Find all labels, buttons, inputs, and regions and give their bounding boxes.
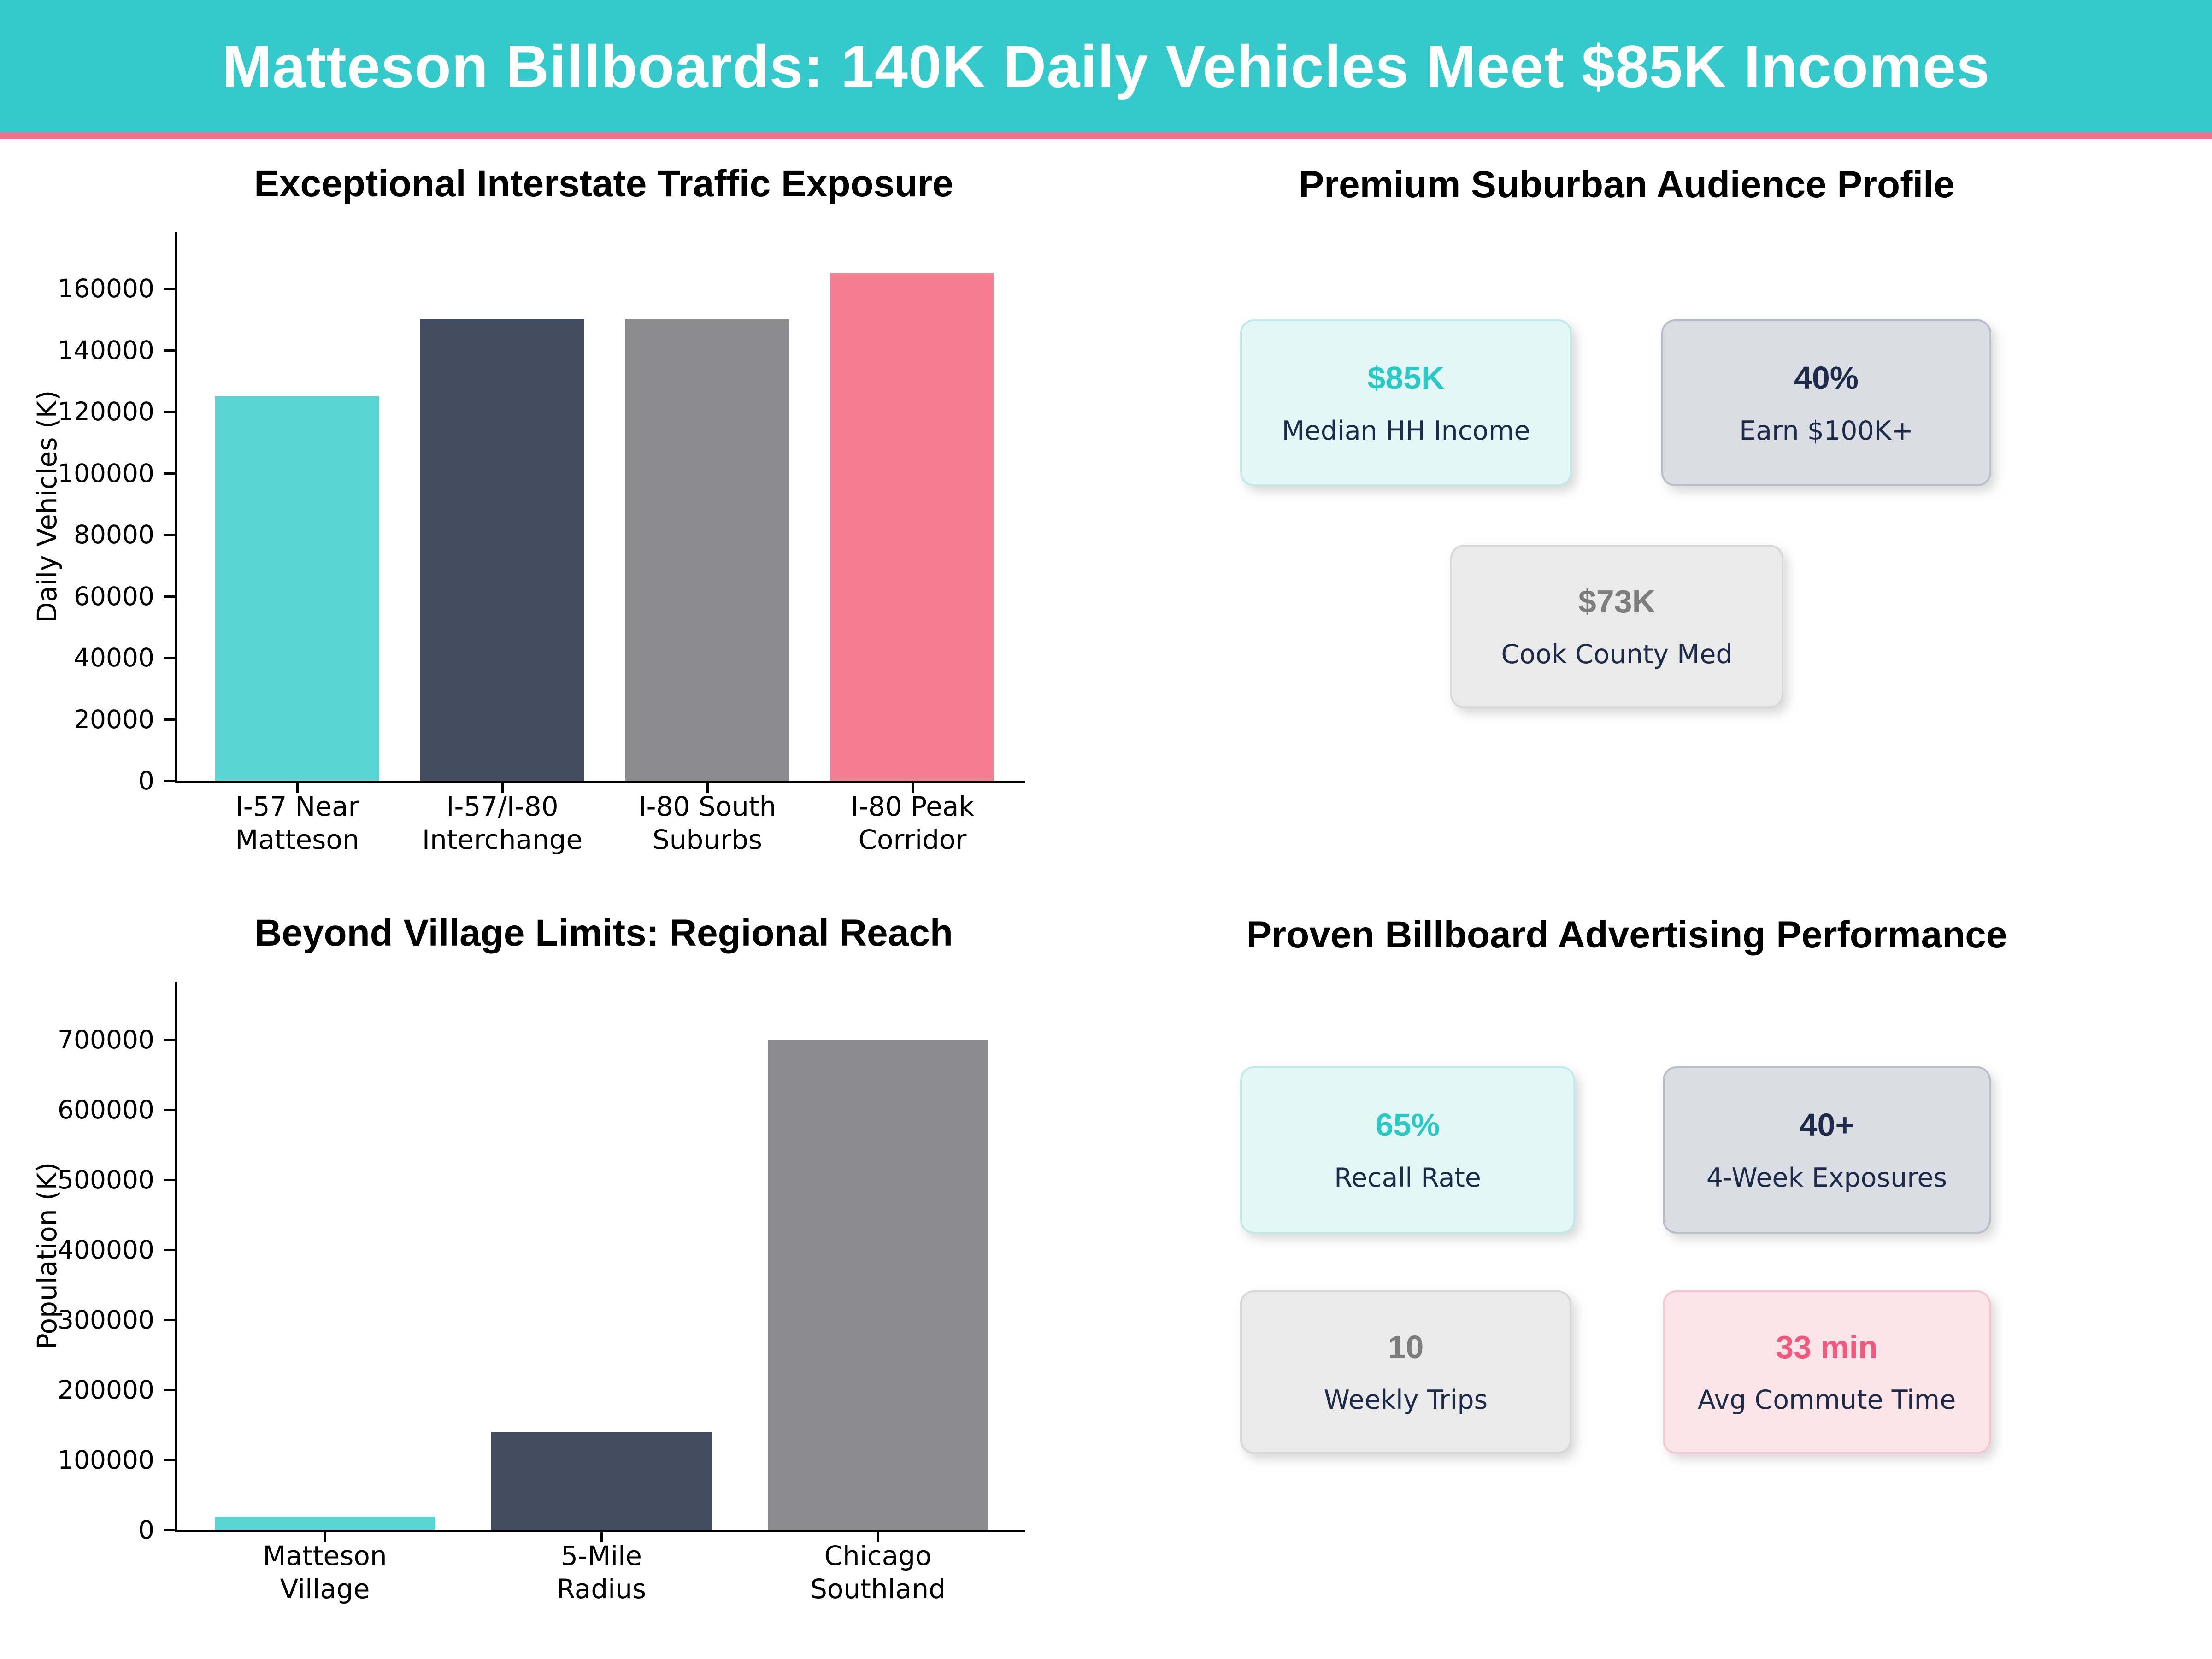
- y-tick-label: 160000: [58, 274, 154, 303]
- bar: [491, 1432, 712, 1530]
- y-tick-label: 120000: [58, 397, 154, 426]
- bar: [625, 319, 789, 781]
- y-tick-label: 80000: [74, 520, 154, 549]
- y-tick-label: 20000: [74, 704, 154, 734]
- stat-card: $85K Median HH Income: [1240, 319, 1572, 486]
- y-tick-label: 300000: [58, 1305, 154, 1335]
- y-tick: [164, 657, 175, 659]
- y-tick-label: 0: [138, 766, 154, 795]
- stat-card-value: 33 min: [1776, 1329, 1878, 1365]
- x-tick: [600, 1532, 603, 1542]
- y-tick: [164, 1459, 175, 1461]
- y-tick: [164, 1319, 175, 1321]
- x-category-label: 5-Mile Radius: [556, 1540, 647, 1605]
- y-tick-label: 140000: [58, 335, 154, 365]
- stat-card-value: $73K: [1578, 583, 1656, 619]
- header-accent-rule: [0, 132, 2212, 139]
- y-tick: [164, 595, 175, 598]
- x-tick: [501, 783, 504, 793]
- performance-panel-title: Proven Billboard Advertising Performance: [1246, 914, 2007, 956]
- y-tick: [164, 349, 175, 352]
- stat-card-label: Cook County Med: [1501, 639, 1733, 670]
- y-tick: [164, 780, 175, 782]
- traffic-chart-title: Exceptional Interstate Traffic Exposure: [254, 163, 953, 205]
- y-tick-label: 700000: [58, 1025, 154, 1054]
- stat-card-label: Earn $100K+: [1739, 415, 1913, 446]
- y-axis-spine: [175, 232, 177, 783]
- page-title: Matteson Billboards: 140K Daily Vehicles…: [222, 32, 1990, 100]
- x-category-label: Chicago Southland: [810, 1540, 946, 1605]
- header-banner: Matteson Billboards: 140K Daily Vehicles…: [0, 0, 2212, 132]
- x-category-label: Matteson Village: [263, 1540, 387, 1605]
- y-tick-label: 400000: [58, 1235, 154, 1265]
- y-tick-label: 200000: [58, 1375, 154, 1405]
- y-tick: [164, 288, 175, 290]
- y-tick: [164, 1179, 175, 1181]
- y-tick-label: 100000: [58, 458, 154, 488]
- y-tick-label: 100000: [58, 1445, 154, 1475]
- stat-card-value: 40+: [1799, 1107, 1854, 1143]
- stat-card: 40+ 4-Week Exposures: [1663, 1066, 1991, 1234]
- y-tick: [164, 1039, 175, 1041]
- stat-card: 10 Weekly Trips: [1240, 1290, 1571, 1454]
- y-axis-label: Population (K): [31, 1162, 63, 1350]
- x-axis-spine: [175, 781, 1025, 783]
- x-tick: [877, 1532, 879, 1542]
- audience-panel-title: Premium Suburban Audience Profile: [1299, 164, 1955, 206]
- stat-card-value: 65%: [1375, 1107, 1440, 1143]
- stat-card: 40% Earn $100K+: [1661, 319, 1991, 486]
- x-category-label: I-80 Peak Corridor: [851, 791, 974, 855]
- x-tick: [296, 783, 299, 793]
- stat-card-label: Median HH Income: [1282, 415, 1530, 446]
- bar: [215, 396, 379, 781]
- y-tick-label: 600000: [58, 1095, 154, 1124]
- stat-card-label: Weekly Trips: [1324, 1385, 1488, 1415]
- stat-card-label: Avg Commute Time: [1697, 1385, 1956, 1415]
- bar: [768, 1040, 988, 1530]
- y-tick: [164, 1389, 175, 1391]
- bar: [215, 1517, 435, 1530]
- y-tick-label: 60000: [74, 581, 154, 611]
- bar: [830, 273, 994, 781]
- y-tick: [164, 472, 175, 475]
- stat-card: $73K Cook County Med: [1450, 545, 1783, 708]
- x-tick: [706, 783, 709, 793]
- y-tick: [164, 534, 175, 536]
- stat-card: 65% Recall Rate: [1240, 1066, 1575, 1234]
- x-category-label: I-57/I-80 Interchange: [422, 791, 583, 855]
- y-tick-label: 40000: [74, 643, 154, 672]
- y-tick: [164, 1109, 175, 1111]
- y-tick: [164, 411, 175, 413]
- y-axis-spine: [175, 982, 177, 1532]
- y-tick: [164, 1249, 175, 1251]
- y-tick-label: 500000: [58, 1165, 154, 1194]
- reach-chart-title: Beyond Village Limits: Regional Reach: [254, 912, 953, 954]
- x-tick: [912, 783, 914, 793]
- x-axis-spine: [175, 1530, 1025, 1532]
- y-tick: [164, 718, 175, 721]
- y-tick: [164, 1529, 175, 1531]
- x-category-label: I-80 South Suburbs: [638, 791, 777, 855]
- bar: [420, 319, 584, 781]
- stat-card-value: 10: [1388, 1329, 1424, 1365]
- stat-card-label: 4-Week Exposures: [1706, 1163, 1947, 1193]
- stat-card-value: $85K: [1367, 359, 1445, 396]
- x-tick: [324, 1532, 326, 1542]
- x-category-label: I-57 Near Matteson: [235, 791, 359, 855]
- y-axis-label: Daily Vehicles (K): [31, 390, 63, 623]
- stat-card: 33 min Avg Commute Time: [1663, 1290, 1991, 1454]
- stat-card-value: 40%: [1794, 359, 1859, 396]
- y-tick-label: 0: [138, 1515, 154, 1545]
- stat-card-label: Recall Rate: [1334, 1163, 1481, 1193]
